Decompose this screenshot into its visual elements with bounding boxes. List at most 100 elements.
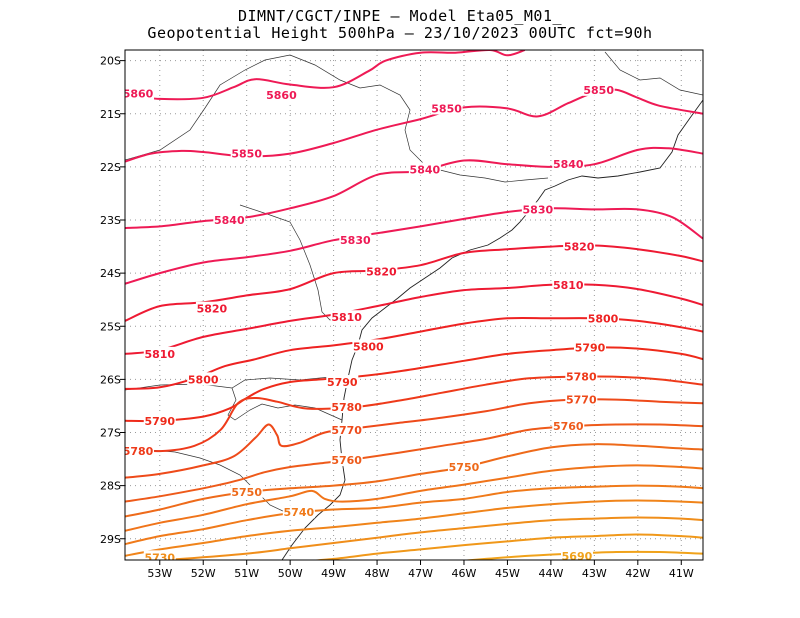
lat-lon-grid (125, 50, 703, 560)
contour-label-bg (560, 548, 593, 560)
contour-label-bg (587, 311, 620, 325)
x-tick-label: 47W (408, 567, 433, 580)
contour-line-5850 (125, 88, 703, 163)
x-tick-label: 50W (278, 567, 303, 580)
contour-label-bg (552, 157, 585, 171)
contour-line-5745 (125, 464, 703, 532)
contour-label-bg (213, 213, 246, 226)
contour-label-bg (230, 485, 263, 498)
x-tick-label: 53W (147, 567, 172, 580)
contour-label: 5740 (284, 506, 315, 519)
contour-line-5760 (125, 423, 703, 503)
x-tick-label: 51W (234, 567, 259, 580)
contour-label-bg (352, 339, 385, 353)
contour-label-bg (552, 277, 585, 291)
x-tick-label: 45W (495, 567, 520, 580)
contour-label-bg (265, 88, 298, 102)
y-tick-label: 29S (100, 533, 121, 546)
x-tick-label: 43W (582, 567, 607, 580)
contour-label: 5780 (123, 445, 154, 458)
contour-label: 5750 (449, 461, 480, 474)
y-tick-label: 27S (100, 427, 121, 440)
contour-line-5750 (125, 443, 703, 518)
contour-label: 5800 (353, 340, 384, 353)
contour-label-bg (582, 82, 615, 96)
river-border (604, 51, 703, 96)
state-border-3 (289, 54, 549, 183)
chart-title-line-2: Geopotential Height 500hPa – 23/10/2023 … (147, 24, 653, 42)
contour-label-bg (430, 101, 463, 115)
contour-label-bg (282, 505, 315, 519)
y-tick-label: 21S (100, 108, 121, 121)
contour-label: 5820 (366, 266, 397, 279)
contour-line-5725 (310, 533, 703, 560)
contour-label: 5850 (583, 84, 614, 97)
contour-label-bg (143, 346, 176, 360)
contour-label-bg (339, 233, 372, 247)
contour-line-5810 (125, 283, 703, 355)
contour-label-bg (574, 340, 607, 354)
contour-label-bg (195, 301, 228, 315)
contour-label: 5860 (123, 88, 154, 101)
contour-line-5860 (125, 50, 526, 101)
contour-label: 5800 (588, 312, 619, 325)
contour-label-bg (330, 453, 363, 467)
contour-line-5730 (150, 516, 703, 560)
contour-label-bg (565, 392, 598, 406)
x-tick-label: 42W (625, 567, 650, 580)
contour-label-bg (563, 239, 596, 253)
x-tick-label: 49W (321, 567, 346, 580)
contour-line-5820 (125, 244, 703, 322)
contour-label-bg (326, 375, 359, 389)
contour-label: 5790 (575, 342, 606, 355)
contour-label-bg (143, 413, 176, 427)
contour-label: 5760 (553, 420, 584, 433)
contour-label: 5820 (197, 303, 228, 316)
contour-label: 5820 (564, 241, 595, 254)
contour-label-bg (447, 460, 480, 474)
contour-label: 5790 (144, 415, 175, 428)
y-tick-label: 22S (100, 161, 121, 174)
contour-label-bg (330, 400, 363, 413)
y-tick-label: 26S (100, 373, 121, 386)
contour-label-bg (143, 550, 176, 560)
x-tick-label: 48W (365, 567, 390, 580)
contour-label: 5860 (266, 89, 297, 102)
axis-ticks: 53W 52W 51W 50W 49W 48W 47W 46W 45W 44W 43W 42W 41W 2… (100, 55, 694, 580)
state-border-1 (125, 54, 291, 161)
contour-label-bg (230, 146, 263, 160)
x-tick-label: 46W (452, 567, 477, 580)
contour-label-bg (187, 372, 220, 386)
contour-label: 5770 (331, 424, 362, 437)
contour-label-bg (125, 444, 155, 458)
contour-label: 5730 (144, 551, 175, 564)
x-tick-label: 44W (538, 567, 563, 580)
y-tick-label: 20S (100, 55, 121, 68)
y-tick-label: 25S (100, 320, 121, 333)
contour-label: 5810 (331, 311, 362, 324)
contour-label-bg (565, 369, 598, 383)
contour-label-bg (125, 86, 155, 100)
state-border-2 (239, 204, 363, 323)
contour-label: 5840 (553, 158, 584, 171)
contour-label-bg (408, 162, 441, 176)
contour-label: 5810 (144, 348, 175, 361)
contour-line-5740 (125, 484, 703, 546)
contour-line-5840 (125, 146, 703, 229)
contour-label-bg (552, 419, 585, 433)
contour-label: 5830 (340, 234, 371, 247)
y-tick-label: 24S (100, 267, 121, 280)
contour-label-bg (330, 310, 363, 324)
x-tick-label: 41W (669, 567, 694, 580)
contour-label: 5690 (562, 550, 593, 563)
contour-label: 5790 (327, 376, 358, 389)
contour-label: 5800 (188, 373, 219, 386)
state-border-5 (125, 449, 301, 513)
contour-label-bg (365, 264, 398, 278)
y-tick-label: 23S (100, 214, 121, 227)
contour-label: 5830 (523, 203, 554, 216)
contour-label: 5770 (566, 394, 597, 407)
contour-label: 5780 (566, 371, 597, 384)
contour-label: 5750 (231, 486, 262, 499)
contour-label-bg (330, 422, 363, 436)
